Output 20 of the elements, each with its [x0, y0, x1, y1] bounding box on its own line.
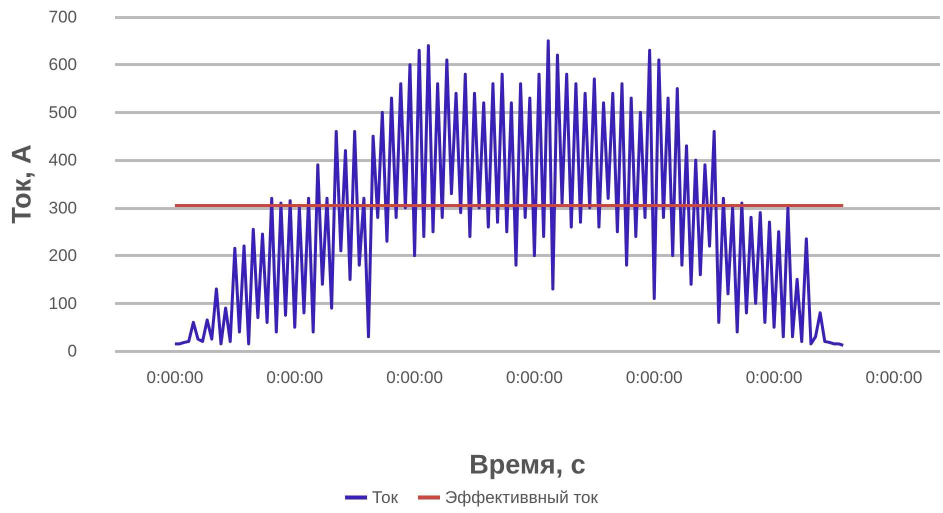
x-axis-title: Время, с — [469, 450, 586, 480]
legend-label: Ток — [372, 488, 399, 507]
y-tick-label: 400 — [48, 150, 77, 170]
x-tick-label: 0:00:00 — [746, 368, 802, 387]
y-tick-label: 100 — [48, 294, 77, 313]
legend-label: Эффективвный ток — [445, 488, 599, 507]
y-tick-label: 500 — [48, 102, 77, 122]
x-tick-label: 0:00:00 — [866, 368, 922, 387]
line-series — [173, 39, 845, 347]
y-tick-label: 200 — [48, 246, 77, 266]
y-tick-label: 600 — [48, 55, 77, 74]
y-tick-label: 300 — [48, 198, 77, 218]
x-tick-label: 0:00:00 — [386, 368, 443, 387]
x-tick-label: 0:00:00 — [506, 368, 563, 387]
x-tick-label: 0:00:00 — [626, 368, 683, 387]
y-tick-label: 700 — [48, 8, 77, 26]
y-tick-label: 0 — [68, 342, 77, 360]
x-tick-label: 0:00:00 — [146, 368, 204, 387]
x-tick-label: 0:00:00 — [266, 368, 324, 387]
y-axis-title: Ток, А — [6, 144, 36, 224]
